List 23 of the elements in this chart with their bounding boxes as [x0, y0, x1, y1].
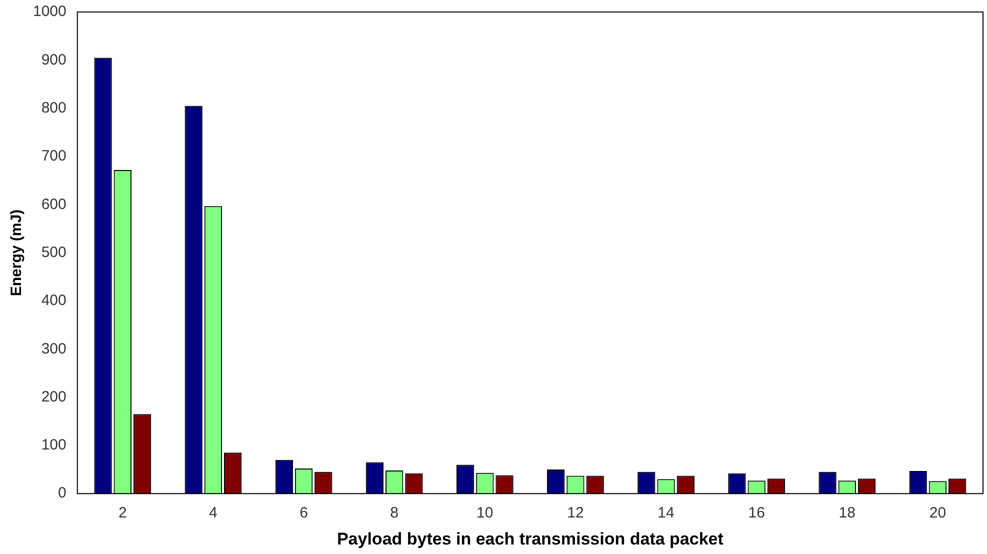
y-tick-label: 0 — [58, 484, 66, 502]
x-tick-label: 12 — [567, 504, 584, 522]
y-tick-label: 700 — [41, 148, 66, 165]
x-axis-title: Payload bytes in each transmission data packet — [336, 529, 724, 548]
x-tick-label: 6 — [300, 504, 308, 522]
x-tick-label: 20 — [929, 504, 946, 522]
y-tick-label: 400 — [41, 292, 66, 310]
x-tick-label: 2 — [118, 504, 127, 522]
y-tick-label: 500 — [41, 244, 66, 261]
x-tick-label: 14 — [658, 504, 674, 522]
y-tick-label: 800 — [41, 99, 66, 116]
y-tick-label: 300 — [41, 340, 66, 358]
x-tick-label: 4 — [209, 504, 218, 522]
y-tick-label: 1000 — [32, 3, 66, 20]
x-tick-label: 18 — [838, 504, 856, 522]
y-tick-label: 600 — [41, 196, 66, 213]
y-tick-label: 200 — [41, 388, 66, 406]
x-tick-label: 16 — [748, 504, 765, 522]
y-axis-title: Energy (mJ) — [8, 209, 26, 296]
x-tick-label: 8 — [390, 504, 399, 522]
x-tick-label: 10 — [476, 504, 494, 522]
y-tick-label: 900 — [41, 51, 66, 68]
y-tick-label: 100 — [41, 436, 66, 454]
